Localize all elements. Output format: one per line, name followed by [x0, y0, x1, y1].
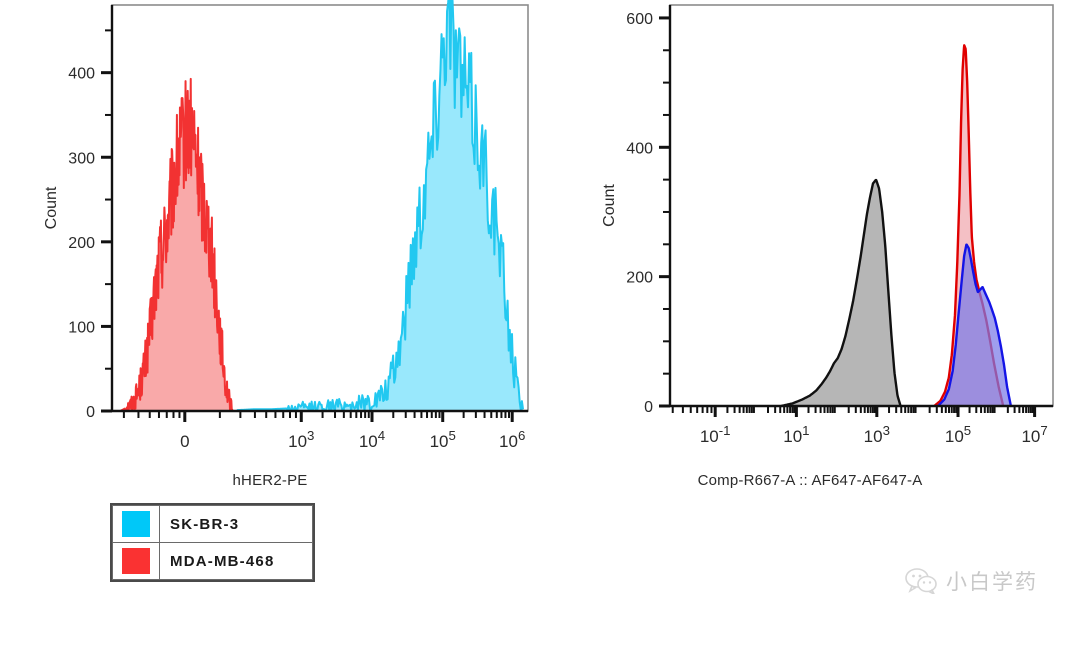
legend-swatch-cell	[112, 505, 160, 543]
svg-text:104: 104	[359, 428, 385, 451]
svg-text:600: 600	[626, 11, 653, 28]
legend-item-label: MDA-MB-468	[159, 542, 313, 580]
watermark: 小白学药	[905, 566, 1038, 596]
svg-text:0: 0	[180, 432, 189, 451]
svg-text:10-1: 10-1	[700, 423, 731, 446]
svg-text:Count: Count	[601, 184, 618, 227]
histogram-svg-left: 0 100 200 300 400 0 103 104 105 106 Count	[43, 0, 529, 451]
svg-text:200: 200	[68, 235, 95, 252]
svg-text:105: 105	[945, 423, 971, 446]
plot-area-right: 0 200 400 600 10-1 101 103 105 107 Count	[540, 0, 1080, 470]
wechat-icon	[905, 568, 937, 594]
svg-text:103: 103	[288, 428, 314, 451]
legend-item[interactable]: SK-BR-3	[112, 505, 313, 543]
legend-color-swatch	[122, 510, 150, 537]
svg-text:106: 106	[499, 428, 525, 451]
svg-text:0: 0	[644, 399, 653, 416]
svg-text:400: 400	[626, 140, 653, 157]
svg-text:100: 100	[68, 319, 95, 336]
svg-text:0: 0	[86, 404, 95, 421]
legend-left: SK-BR-3 MDA-MB-468	[110, 503, 315, 582]
legend-swatch-cell	[112, 542, 160, 580]
legend-item-label: SK-BR-3	[159, 505, 313, 543]
panel-right-histogram: 0 200 400 600 10-1 101 103 105 107 Count Comp-R66…	[540, 0, 1080, 646]
legend-item[interactable]: MDA-MB-468	[112, 542, 313, 580]
svg-text:200: 200	[626, 270, 653, 287]
plot-area-left: 0 100 200 300 400 0 103 104 105 106 Count	[0, 0, 540, 470]
x-axis-label-left: hHER2-PE	[232, 472, 308, 489]
svg-text:400: 400	[68, 66, 95, 83]
svg-text:105: 105	[430, 428, 456, 451]
histogram-svg-right: 0 200 400 600 10-1 101 103 105 107 Count	[601, 4, 1054, 446]
svg-text:101: 101	[783, 423, 809, 446]
watermark-text: 小白学药	[946, 570, 1038, 594]
legend-color-swatch	[122, 547, 150, 574]
svg-text:107: 107	[1021, 423, 1047, 446]
svg-text:Count: Count	[43, 186, 60, 229]
x-axis-label-right: Comp-R667-A :: AF647-AF647-A	[697, 472, 923, 489]
svg-text:103: 103	[864, 423, 890, 446]
svg-text:300: 300	[68, 150, 95, 167]
panel-left-histogram: 0 100 200 300 400 0 103 104 105 106 Count hHER2-PE…	[0, 0, 540, 582]
